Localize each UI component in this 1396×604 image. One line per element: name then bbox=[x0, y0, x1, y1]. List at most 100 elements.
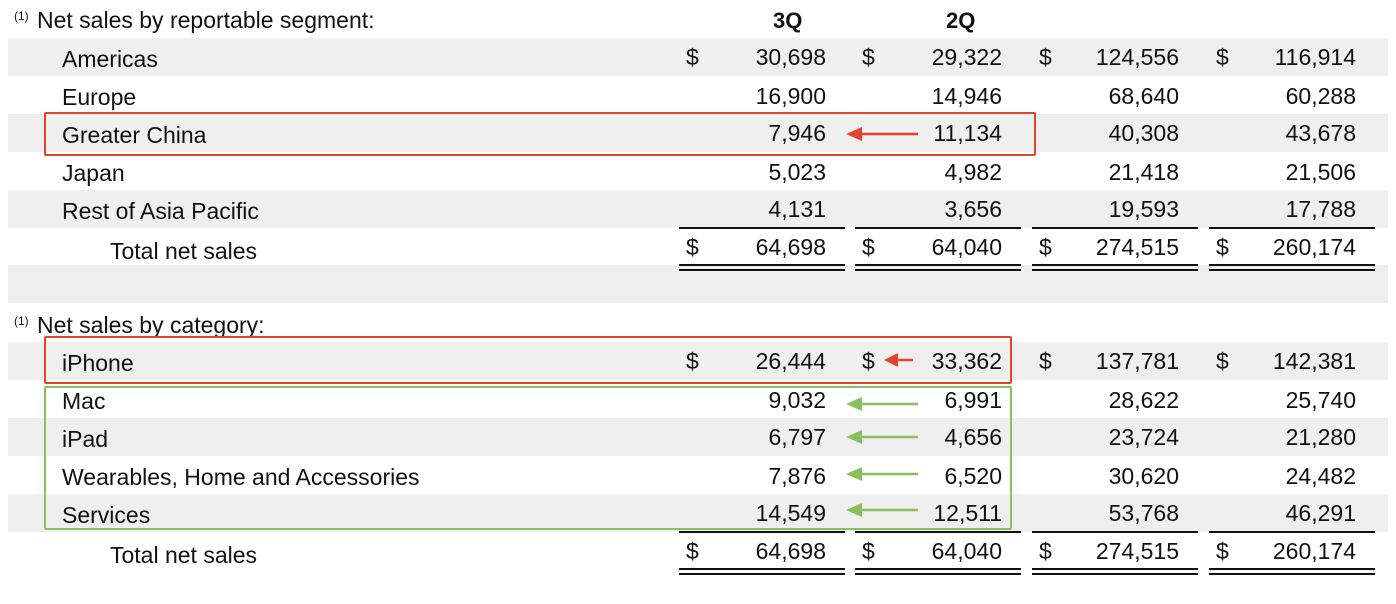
value-cell: 21,418 bbox=[1108, 159, 1179, 185]
value-cell: 124,556 bbox=[1095, 44, 1179, 70]
subtotal-rule bbox=[1032, 531, 1198, 533]
currency-symbol: $ bbox=[862, 348, 875, 374]
value-cell: 26,444 bbox=[755, 348, 826, 374]
total-label: Total net sales bbox=[110, 238, 258, 264]
currency-symbol: $ bbox=[862, 44, 875, 70]
value-cell: 4,656 bbox=[944, 424, 1002, 450]
value-cell: 60,288 bbox=[1285, 83, 1356, 109]
currency-symbol: $ bbox=[686, 44, 699, 70]
value-cell: 11,134 bbox=[933, 120, 1002, 146]
column-header-3q: 3Q bbox=[773, 8, 803, 33]
double-rule bbox=[679, 573, 845, 575]
double-rule bbox=[1209, 269, 1375, 271]
double-rule bbox=[679, 269, 845, 271]
row-band bbox=[8, 342, 1388, 380]
value-cell: 40,308 bbox=[1108, 120, 1179, 146]
double-rule bbox=[855, 573, 1021, 575]
value-cell: 6,797 bbox=[768, 424, 826, 450]
value-cell: 29,322 bbox=[931, 44, 1002, 70]
value-cell: 30,620 bbox=[1108, 463, 1179, 489]
row-label: Rest of Asia Pacific bbox=[62, 198, 259, 224]
currency-symbol: $ bbox=[1039, 538, 1052, 564]
row-label: iPhone bbox=[62, 350, 134, 376]
double-rule bbox=[1209, 573, 1375, 575]
currency-symbol: $ bbox=[686, 538, 699, 564]
highlight-box-iphone bbox=[44, 336, 1012, 384]
currency-symbol: $ bbox=[1039, 348, 1052, 374]
subtotal-rule bbox=[679, 227, 845, 229]
red-arrow-icon bbox=[846, 127, 918, 141]
row-label: iPad bbox=[62, 426, 109, 452]
double-rule bbox=[679, 568, 845, 570]
subtotal-rule bbox=[1209, 227, 1375, 229]
highlight-box-greater-china bbox=[44, 112, 1036, 156]
currency-symbol: $ bbox=[862, 234, 875, 260]
row-band bbox=[8, 190, 1388, 228]
value-cell: 7,946 bbox=[768, 120, 826, 146]
value-cell: 53,768 bbox=[1108, 500, 1179, 526]
subtotal-rule bbox=[855, 531, 1021, 533]
value-cell: 4,131 bbox=[768, 196, 826, 222]
total-value: 64,040 bbox=[931, 538, 1002, 564]
double-rule bbox=[1032, 573, 1198, 575]
highlight-box-other-categories bbox=[44, 386, 1012, 530]
value-cell: 21,506 bbox=[1285, 159, 1356, 185]
value-cell: 17,788 bbox=[1285, 196, 1356, 222]
value-cell: 14,549 bbox=[755, 500, 826, 526]
green-arrow-icon bbox=[846, 430, 918, 444]
currency-symbol: $ bbox=[862, 538, 875, 564]
double-rule bbox=[1032, 568, 1198, 570]
row-label: Europe bbox=[62, 84, 137, 110]
currency-symbol: $ bbox=[686, 234, 699, 260]
total-label: Total net sales bbox=[110, 542, 258, 568]
double-rule bbox=[1032, 269, 1198, 271]
currency-symbol: $ bbox=[1216, 538, 1229, 564]
column-header-2q: 2Q bbox=[946, 8, 976, 33]
subtotal-rule bbox=[1032, 227, 1198, 229]
value-cell: 116,914 bbox=[1274, 44, 1356, 70]
footnote-marker: (1) bbox=[14, 314, 29, 328]
row-label: Japan bbox=[62, 160, 125, 186]
currency-symbol: $ bbox=[1039, 234, 1052, 260]
double-rule bbox=[855, 568, 1021, 570]
value-cell: 6,991 bbox=[944, 387, 1002, 413]
value-cell: 142,381 bbox=[1272, 348, 1356, 374]
value-cell: 7,876 bbox=[768, 463, 826, 489]
value-cell: 12,511 bbox=[933, 500, 1002, 526]
currency-symbol: $ bbox=[1216, 234, 1229, 260]
double-rule bbox=[1032, 264, 1198, 266]
section-title-category: Net sales by category: bbox=[37, 312, 265, 338]
value-cell: 24,482 bbox=[1285, 463, 1356, 489]
row-label: Americas bbox=[62, 46, 158, 72]
total-value: 64,040 bbox=[931, 234, 1002, 260]
red-arrow-icon bbox=[884, 353, 913, 367]
value-cell: 28,622 bbox=[1108, 387, 1179, 413]
footnote-marker: (1) bbox=[14, 9, 29, 23]
value-cell: 4,982 bbox=[944, 159, 1002, 185]
subtotal-rule bbox=[855, 227, 1021, 229]
currency-symbol: $ bbox=[686, 348, 699, 374]
currency-symbol: $ bbox=[1039, 44, 1052, 70]
value-cell: 23,724 bbox=[1108, 424, 1179, 450]
total-value: 64,698 bbox=[755, 538, 826, 564]
total-value: 274,515 bbox=[1095, 538, 1179, 564]
subtotal-rule bbox=[679, 531, 845, 533]
green-arrow-icon bbox=[846, 397, 918, 411]
row-label: Services bbox=[62, 502, 151, 528]
currency-symbol: $ bbox=[1216, 348, 1229, 374]
value-cell: 25,740 bbox=[1285, 387, 1356, 413]
green-arrow-icon bbox=[846, 503, 918, 517]
subtotal-rule bbox=[1209, 531, 1375, 533]
row-band bbox=[8, 38, 1388, 76]
value-cell: 3,656 bbox=[944, 196, 1002, 222]
section-title-segment: Net sales by reportable segment: bbox=[37, 7, 375, 33]
row-band bbox=[8, 114, 1388, 152]
double-rule bbox=[855, 269, 1021, 271]
value-cell: 137,781 bbox=[1095, 348, 1179, 374]
double-rule bbox=[855, 264, 1021, 266]
value-cell: 19,593 bbox=[1108, 196, 1179, 222]
value-cell: 16,900 bbox=[755, 83, 826, 109]
row-band bbox=[8, 265, 1388, 303]
currency-symbol: $ bbox=[1216, 44, 1229, 70]
value-cell: 68,640 bbox=[1108, 83, 1179, 109]
